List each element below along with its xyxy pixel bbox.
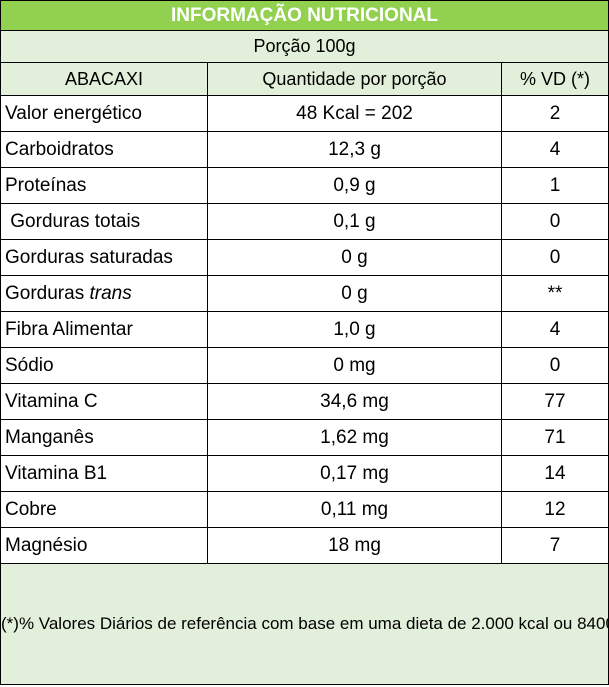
nutrient-name: Carboidratos: [0, 131, 208, 168]
nutrient-name: Sódio: [0, 347, 208, 384]
nutrient-daily-value: 7: [501, 527, 609, 564]
column-header-row: ABACAXI Quantidade por porção % VD (*): [0, 62, 609, 96]
table-row: Magnésio 18 mg 7: [0, 527, 609, 564]
nutrient-name: Gorduras totais: [0, 203, 208, 240]
footnote-row: (*)% Valores Diários de referência com b…: [0, 563, 609, 685]
nutrient-quantity: 12,3 g: [207, 131, 502, 168]
nutrient-name: Valor energético: [0, 95, 208, 132]
nutrient-name: Vitamina C: [0, 383, 208, 420]
nutrient-quantity: 0 mg: [207, 347, 502, 384]
portion-row: Porção 100g: [0, 30, 609, 63]
table-row: Vitamina B1 0,17 mg 14: [0, 455, 609, 492]
nutrient-name: Cobre: [0, 491, 208, 528]
nutrient-daily-value: 12: [501, 491, 609, 528]
nutrient-name: Gorduras saturadas: [0, 239, 208, 276]
nutrient-quantity: 1,0 g: [207, 311, 502, 348]
nutrient-quantity: 0,17 mg: [207, 455, 502, 492]
table-row: Valor energético 48 Kcal = 202 2: [0, 95, 609, 132]
nutrient-daily-value: 14: [501, 455, 609, 492]
nutrient-quantity: 1,62 mg: [207, 419, 502, 456]
nutrient-daily-value: 0: [501, 239, 609, 276]
nutrient-quantity: 34,6 mg: [207, 383, 502, 420]
nutrient-daily-value: 77: [501, 383, 609, 420]
nutrient-name: Magnésio: [0, 527, 208, 564]
label-title: INFORMAÇÃO NUTRICIONAL: [0, 0, 609, 31]
nutrient-name-prefix: Gorduras: [5, 282, 90, 304]
nutrient-daily-value: 1: [501, 167, 609, 204]
table-row: Cobre 0,11 mg 12: [0, 491, 609, 528]
table-row: Gorduras saturadas 0 g 0: [0, 239, 609, 276]
nutrient-quantity: 18 mg: [207, 527, 502, 564]
nutrient-quantity: 0 g: [207, 239, 502, 276]
nutrient-daily-value: **: [501, 275, 609, 312]
nutrient-daily-value: 0: [501, 347, 609, 384]
nutrient-daily-value: 4: [501, 311, 609, 348]
table-row: Fibra Alimentar 1,0 g 4: [0, 311, 609, 348]
nutrient-quantity: 0,11 mg: [207, 491, 502, 528]
food-name-header: ABACAXI: [0, 62, 208, 96]
nutrient-daily-value: 0: [501, 203, 609, 240]
table-row: Gorduras trans 0 g **: [0, 275, 609, 312]
nutrient-daily-value: 2: [501, 95, 609, 132]
table-row: Vitamina C 34,6 mg 77: [0, 383, 609, 420]
nutrient-quantity: 0,9 g: [207, 167, 502, 204]
nutrient-quantity: 48 Kcal = 202: [207, 95, 502, 132]
footnote: (*)% Valores Diários de referência com b…: [0, 563, 609, 685]
nutrient-name: Gorduras trans: [0, 275, 208, 312]
title-row: INFORMAÇÃO NUTRICIONAL: [0, 0, 609, 31]
nutrient-name: Manganês: [0, 419, 208, 456]
table-row: Carboidratos 12,3 g 4: [0, 131, 609, 168]
nutrient-name: Fibra Alimentar: [0, 311, 208, 348]
nutrient-daily-value: 4: [501, 131, 609, 168]
table-row: Sódio 0 mg 0: [0, 347, 609, 384]
nutrient-daily-value: 71: [501, 419, 609, 456]
nutrient-quantity: 0 g: [207, 275, 502, 312]
portion-size: Porção 100g: [0, 30, 609, 63]
quantity-header: Quantidade por porção: [207, 62, 502, 96]
nutrient-name-italic: trans: [89, 282, 132, 304]
nutrient-name: Proteínas: [0, 167, 208, 204]
nutrient-name: Vitamina B1: [0, 455, 208, 492]
table-row: Manganês 1,62 mg 71: [0, 419, 609, 456]
table-row: Gorduras totais 0,1 g 0: [0, 203, 609, 240]
daily-value-header: % VD (*): [501, 62, 609, 96]
table-row: Proteínas 0,9 g 1: [0, 167, 609, 204]
nutrient-quantity: 0,1 g: [207, 203, 502, 240]
